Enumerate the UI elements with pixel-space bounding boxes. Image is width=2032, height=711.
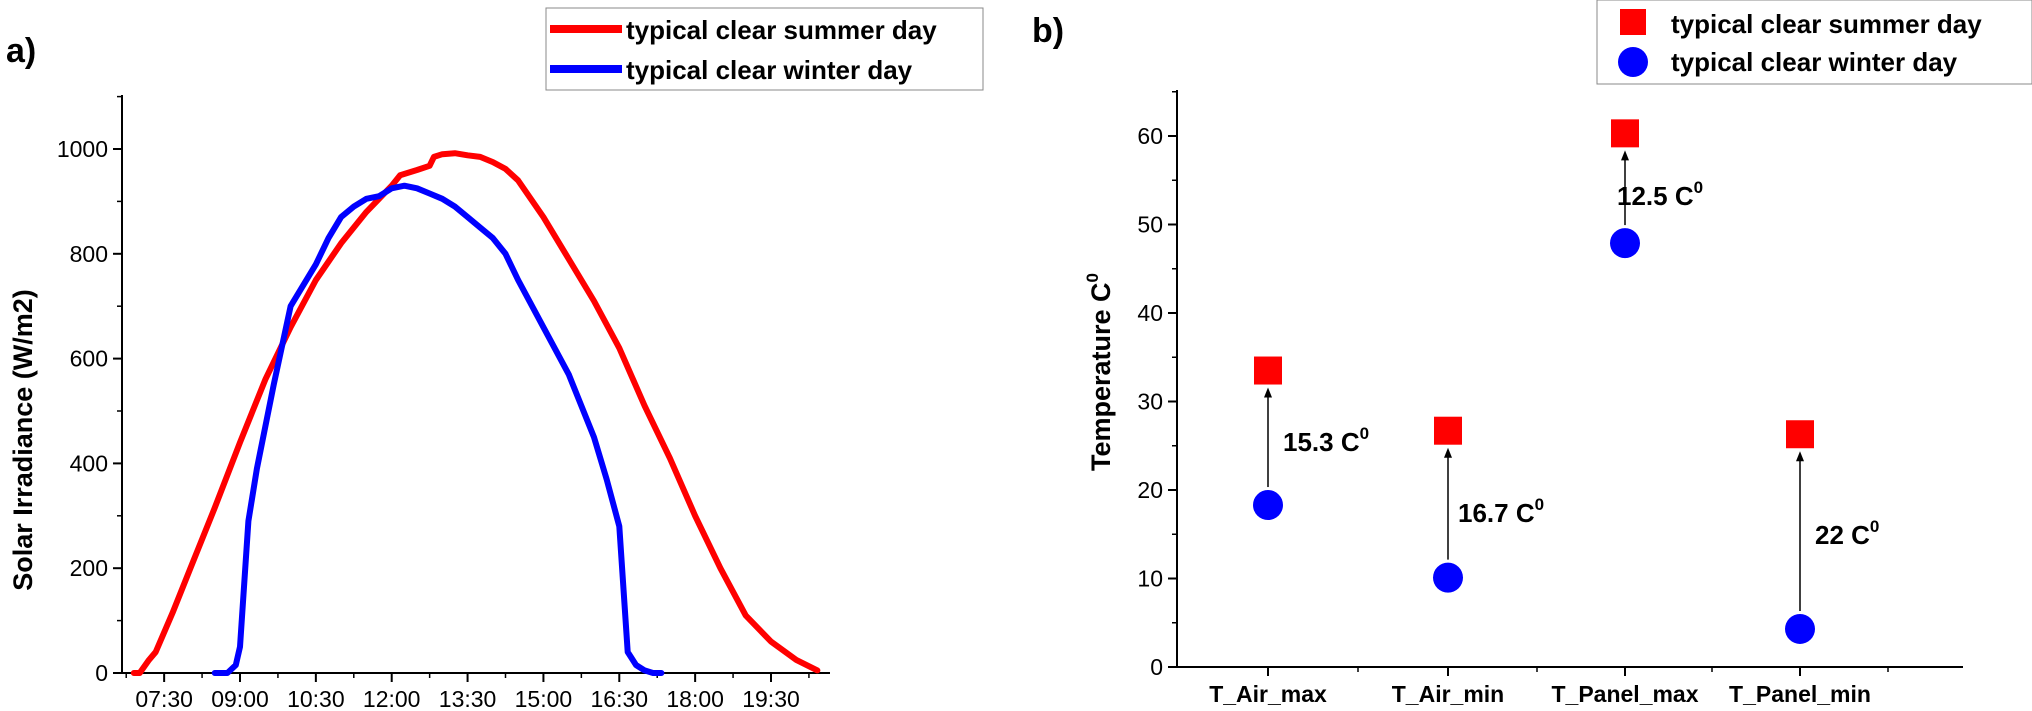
legend-label-summer: typical clear summer day xyxy=(626,15,937,45)
legend-marker-square-summer xyxy=(1620,9,1646,35)
legend-label-winter-b: typical clear winter day xyxy=(1671,47,1958,77)
difference-annotation: 16.7 C0 xyxy=(1458,495,1544,528)
panel-a-x-tick-label: 10:30 xyxy=(287,686,345,711)
difference-annotation: 22 C0 xyxy=(1815,517,1879,550)
panel-a-x-tick-label: 19:30 xyxy=(742,686,800,711)
panel-b: b) 0 10 20 30 40 50 60 T_Air_max T_Air_min T_Pane… xyxy=(1032,0,2032,707)
panel-a: a) 0 200 400 600 800 1000 07:30 09:00 10:30 12:00… xyxy=(6,7,984,711)
panel-b-legend-box xyxy=(1596,0,2032,85)
winter-temperature-point xyxy=(1610,228,1640,259)
panel-a-y-tick-label: 200 xyxy=(70,555,108,581)
panel-b-category-label: T_Panel_max xyxy=(1551,681,1698,707)
panel-b-y-tick-label: 20 xyxy=(1137,477,1163,503)
difference-arrow-head xyxy=(1444,447,1452,458)
panel-a-series xyxy=(130,150,821,676)
panel-b-series xyxy=(1253,119,1815,644)
panel-a-x-tick-label: 13:30 xyxy=(439,686,497,711)
panel-b-label: b) xyxy=(1032,12,1064,50)
difference-annotation: 12.5 C0 xyxy=(1617,178,1703,211)
panel-b-y-tick-label: 0 xyxy=(1150,654,1163,680)
winter-temperature-point xyxy=(1433,562,1463,593)
difference-arrow-head xyxy=(1264,387,1272,398)
panel-b-arrows xyxy=(1264,150,1804,611)
legend-marker-circle-winter xyxy=(1618,47,1648,77)
difference-annotation: 15.3 C0 xyxy=(1283,424,1369,457)
panel-b-category-label: T_Air_max xyxy=(1209,681,1327,707)
summer-irradiance-line xyxy=(130,150,821,676)
panel-b-legend: typical clear summer day typical clear w… xyxy=(1596,0,2032,85)
panel-b-annotations: 15.3 C0 16.7 C0 12.5 C0 22 C0 xyxy=(1283,178,1879,550)
panel-a-legend: typical clear summer day typical clear w… xyxy=(545,7,984,91)
summer-temperature-point xyxy=(1611,119,1639,148)
panel-b-y-axis-title: Temperature C0 xyxy=(1083,273,1116,471)
summer-temperature-point xyxy=(1434,416,1462,445)
panel-b-category-label: T_Air_min xyxy=(1392,681,1504,707)
panel-b-y-tick-label: 60 xyxy=(1137,123,1163,149)
panel-b-axes: 0 10 20 30 40 50 60 T_Air_max T_Air_min T_Panel_m… xyxy=(1137,90,1963,707)
summer-temperature-point xyxy=(1254,356,1282,385)
difference-arrow-head xyxy=(1796,451,1804,462)
summer-temperature-point xyxy=(1786,420,1814,449)
difference-arrow-head xyxy=(1621,150,1629,161)
panel-b-y-tick-label: 10 xyxy=(1137,566,1163,592)
panel-a-y-tick-label: 0 xyxy=(95,660,108,686)
panel-a-x-tick-label: 16:30 xyxy=(591,686,649,711)
panel-a-label: a) xyxy=(6,32,36,70)
panel-a-legend-box xyxy=(545,7,984,91)
panel-a-x-tick-label: 12:00 xyxy=(363,686,421,711)
panel-a-axes: 0 200 400 600 800 1000 07:30 09:00 10:30 12:00 13:… xyxy=(57,95,830,711)
winter-irradiance-line xyxy=(211,182,665,676)
winter-temperature-point xyxy=(1253,490,1283,521)
panel-b-y-tick-label: 30 xyxy=(1137,389,1163,415)
panel-a-y-tick-label: 400 xyxy=(70,450,108,476)
panel-b-y-tick-label: 50 xyxy=(1137,212,1163,238)
panel-a-x-tick-label: 15:00 xyxy=(515,686,573,711)
winter-temperature-point xyxy=(1785,613,1815,644)
panel-a-y-tick-label: 1000 xyxy=(57,136,108,162)
legend-label-summer-b: typical clear summer day xyxy=(1671,9,1982,39)
panel-a-y-tick-label: 800 xyxy=(70,241,108,267)
panel-a-x-tick-label: 07:30 xyxy=(135,686,193,711)
panel-a-y-tick-label: 600 xyxy=(70,346,108,372)
panel-a-x-tick-label: 18:00 xyxy=(666,686,724,711)
legend-label-winter: typical clear winter day xyxy=(626,55,913,85)
panel-b-y-tick-label: 40 xyxy=(1137,300,1163,326)
panel-a-y-axis-title: Solar Irradiance (W/m2) xyxy=(8,289,38,591)
panel-b-category-label: T_Panel_min xyxy=(1729,681,1871,707)
panel-a-x-tick-label: 09:00 xyxy=(211,686,269,711)
